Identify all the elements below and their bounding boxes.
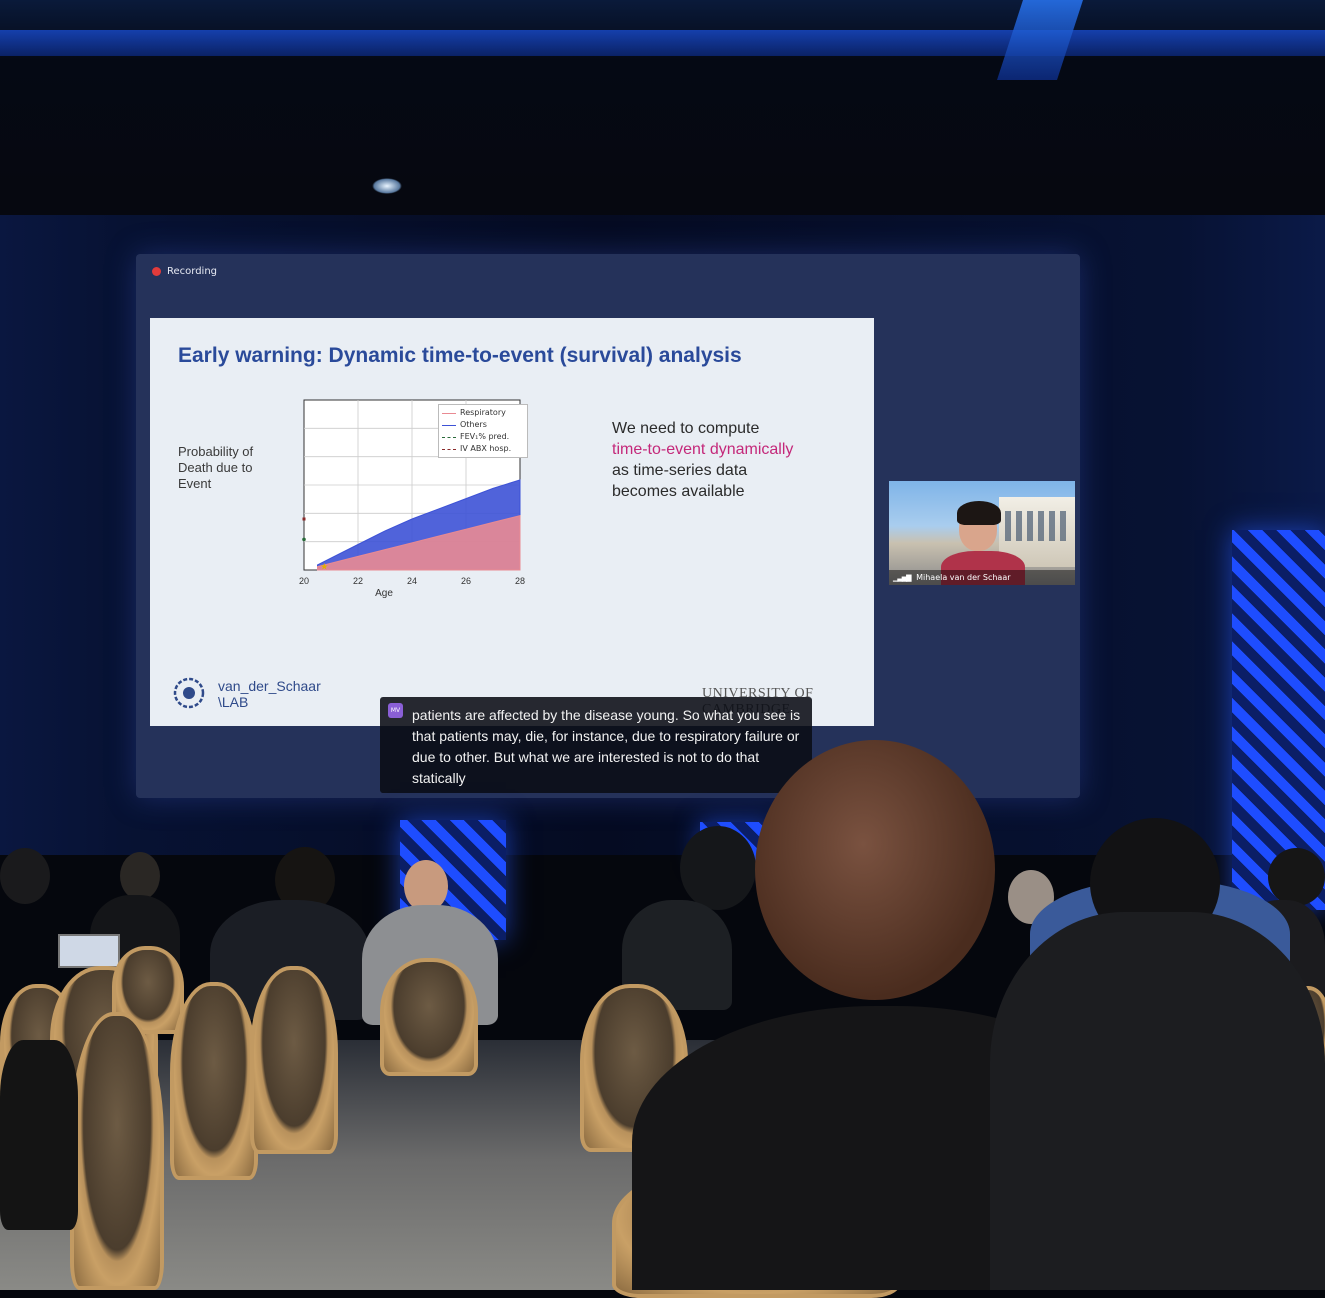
legend-entry-fev: FEV₁% pred. xyxy=(442,431,524,443)
lab-name-line: \LAB xyxy=(218,694,249,710)
legend-label: Respiratory xyxy=(460,408,506,417)
speaker-video-tile: ▁▃▅▇ Mihaela van der Schaar xyxy=(889,481,1075,585)
series-area-respiratory xyxy=(317,514,521,571)
recording-icon xyxy=(152,267,161,276)
legend-label: FEV₁% pred. xyxy=(460,432,510,441)
slide-title: Early warning: Dynamic time-to-event (su… xyxy=(178,344,742,367)
lab-name: van_der_Schaar \LAB xyxy=(218,678,321,710)
audience-head xyxy=(120,852,160,900)
body-line: We need to compute xyxy=(612,420,760,437)
body-highlight: time-to-event dynamically xyxy=(612,441,794,458)
recording-indicator: Recording xyxy=(152,266,217,277)
speaker-body xyxy=(941,551,1025,585)
chair xyxy=(250,966,338,1154)
audience-head xyxy=(1268,848,1325,906)
legend-label: Others xyxy=(460,420,487,429)
presentation-slide: Early warning: Dynamic time-to-event (su… xyxy=(150,318,874,726)
legend-swatch xyxy=(442,448,456,450)
x-tick-label: 24 xyxy=(407,576,417,586)
x-tick-label: 26 xyxy=(461,576,471,586)
audience-head xyxy=(680,826,756,910)
x-axis-label: Age xyxy=(375,588,393,599)
x-tick-label: 20 xyxy=(299,576,309,586)
body-line: becomes available xyxy=(612,483,745,500)
body-line: as time-series data xyxy=(612,462,748,479)
led-light-tower-right xyxy=(1232,530,1325,910)
backpack xyxy=(0,1040,78,1230)
legend-entry-respiratory: Respiratory xyxy=(442,407,524,419)
x-tick-label: 28 xyxy=(515,576,525,586)
audience-head xyxy=(404,860,448,912)
chart-y-axis-label: Probability of Death due to Event xyxy=(178,444,254,491)
audience-torso-right xyxy=(990,912,1325,1290)
caption-text: patients are affected by the disease you… xyxy=(412,707,801,786)
chart-legend: Respiratory Others FEV₁% pred. IV ABX ho… xyxy=(438,404,528,458)
fev-marker xyxy=(302,537,306,542)
lab-logo-icon xyxy=(173,677,205,709)
chair xyxy=(170,982,258,1180)
speaker-avatar-badge: MV xyxy=(388,703,403,718)
lighting-truss xyxy=(0,30,1325,56)
legend-swatch xyxy=(442,424,456,426)
foreground-person-hair xyxy=(755,740,995,1000)
speaker-name-bar: ▁▃▅▇ Mihaela van der Schaar xyxy=(889,570,1075,585)
chair xyxy=(70,1012,164,1290)
slide-body-text: We need to compute time-to-event dynamic… xyxy=(612,418,793,502)
ceiling-light xyxy=(372,178,402,194)
speaker-name: Mihaela van der Schaar xyxy=(916,573,1011,582)
x-tick-label: 22 xyxy=(353,576,363,586)
iv-abx-marker xyxy=(302,517,306,521)
recording-label: Recording xyxy=(167,266,218,277)
legend-label: IV ABX hosp. xyxy=(460,444,512,453)
legend-entry-iv-abx: IV ABX hosp. xyxy=(442,443,524,455)
legend-entry-others: Others xyxy=(442,419,524,431)
speaker-hair xyxy=(957,501,1001,525)
lab-name-line: van_der_Schaar xyxy=(218,678,321,694)
legend-swatch xyxy=(442,412,456,414)
current-time-star: ★ xyxy=(320,563,328,573)
chair xyxy=(380,958,478,1076)
laptop xyxy=(58,934,120,968)
legend-swatch xyxy=(442,436,456,438)
live-caption-box: MV patients are affected by the disease … xyxy=(380,697,812,793)
signal-bars-icon: ▁▃▅▇ xyxy=(893,574,912,582)
audience-head xyxy=(0,848,50,904)
